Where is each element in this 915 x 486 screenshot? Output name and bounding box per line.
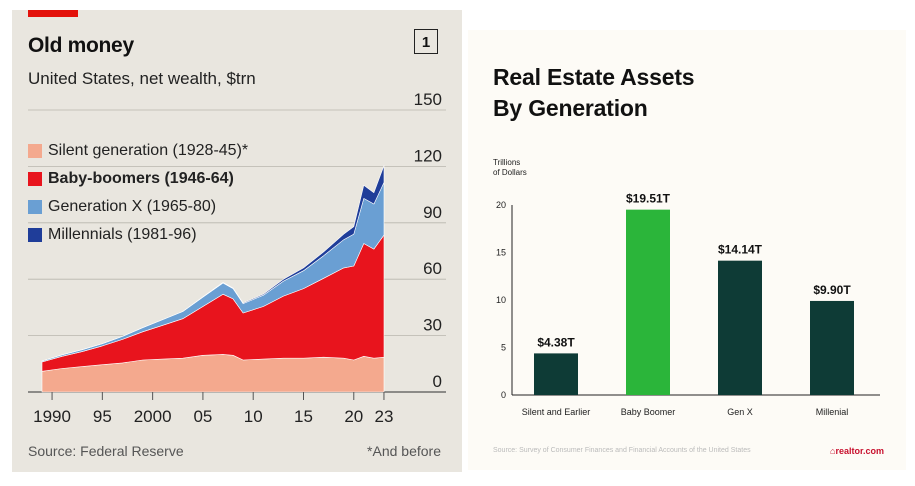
- right-source: Source: Survey of Consumer Finances and …: [493, 447, 751, 454]
- bar: [810, 300, 854, 395]
- bar-data-label: $19.51T: [626, 192, 671, 206]
- bar-y-tick-label: 15: [496, 248, 506, 258]
- legend-label-silent: Silent generation (1928-45)*: [48, 142, 249, 159]
- realtor-logo-text: realtor.com: [835, 446, 884, 456]
- area-y-tick-label: 150: [414, 90, 442, 109]
- unit-line1: Trillions: [493, 158, 521, 167]
- legend-swatch-boomers: [28, 172, 42, 186]
- area-layer: [41, 165, 385, 362]
- legend-label-genx: Generation X (1965-80): [48, 198, 217, 215]
- economist-red-tag: [28, 10, 78, 17]
- bar-category-label: Millenial: [816, 407, 849, 417]
- area-x-tick-label: 23: [374, 407, 393, 426]
- left-chart-subtitle: United States, net wealth, $trn: [28, 69, 256, 88]
- legend-swatch-silent: [28, 144, 42, 158]
- area-x-tick-label: 1990: [33, 407, 71, 426]
- bar-y-tick-label: 5: [501, 343, 506, 353]
- area-y-tick-label: 30: [423, 316, 442, 335]
- area-x-tick-label: 2000: [134, 407, 172, 426]
- area-x-tick-label: 10: [244, 407, 263, 426]
- legend-label-millennials: Millennials (1981-96): [48, 226, 197, 243]
- bar-category-label: Baby Boomer: [621, 407, 676, 417]
- legend-boomers: Baby-boomers (1946-64): [28, 170, 234, 188]
- y-axis-unit-label: Trillions of Dollars: [493, 158, 527, 178]
- area-x-tick-label: 15: [294, 407, 313, 426]
- right-chart-title: Real Estate Assets By Generation: [493, 62, 695, 124]
- bar-y-tick-label: 10: [496, 295, 506, 305]
- bar-y-tick-label: 20: [496, 200, 506, 210]
- bar-data-label: $14.14T: [718, 243, 763, 257]
- bar-marks: $4.38T Silent and Earlier $19.51T Baby Boom…: [522, 192, 854, 417]
- area-x-tick-label: 95: [93, 407, 112, 426]
- legend-silent: Silent generation (1928-45)*: [28, 142, 248, 160]
- legend-millennials: Millennials (1981-96): [28, 226, 197, 244]
- realtor-logo: ⌂realtor.com: [830, 446, 884, 456]
- house-icon: ⌂: [830, 446, 836, 456]
- right-title-line1: Real Estate Assets: [493, 64, 695, 90]
- legend-genx: Generation X (1965-80): [28, 198, 216, 216]
- bar: [626, 209, 670, 395]
- bar-y-tick-label: 0: [501, 390, 506, 400]
- area-y-axis: 0 30 60 90 120 150: [414, 90, 442, 391]
- bar: [718, 260, 762, 395]
- area-x-tick-label: 05: [193, 407, 212, 426]
- bar-category-label: Silent and Earlier: [522, 407, 591, 417]
- area-x-axis: 1990 95 2000 05 10 15 20 23: [33, 392, 393, 426]
- bar-category-label: Gen X: [727, 407, 753, 417]
- chart-number-badge: 1: [414, 29, 438, 54]
- area-y-tick-label: 90: [423, 203, 442, 222]
- left-chart-title: Old money: [28, 34, 134, 57]
- legend-swatch-genx: [28, 200, 42, 214]
- bar-data-label: $9.90T: [813, 283, 851, 297]
- area-y-tick-label: 60: [423, 259, 442, 278]
- legend-label-boomers: Baby-boomers (1946-64): [48, 170, 234, 187]
- area-y-tick-label: 120: [414, 146, 442, 165]
- right-title-line2: By Generation: [493, 95, 648, 121]
- left-chart-panel: [12, 10, 462, 472]
- bar-data-label: $4.38T: [537, 335, 575, 349]
- unit-line2: of Dollars: [493, 168, 527, 177]
- bar: [534, 353, 578, 395]
- area-x-tick-label: 20: [344, 407, 363, 426]
- right-chart-panel: [468, 30, 906, 470]
- area-y-tick-label: 0: [433, 372, 442, 391]
- left-footnote: *And before: [367, 443, 441, 459]
- legend-swatch-millennials: [28, 228, 42, 242]
- left-source: Source: Federal Reserve: [28, 443, 184, 459]
